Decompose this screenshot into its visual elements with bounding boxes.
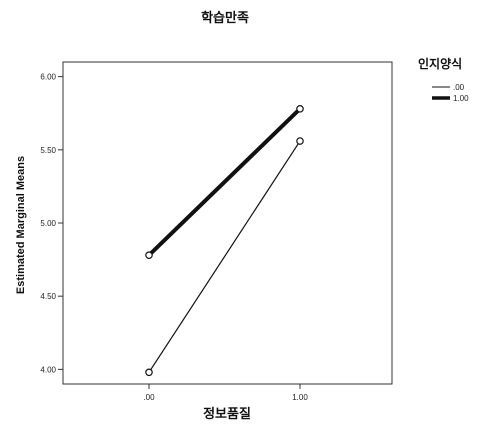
plot-frame — [62, 61, 393, 385]
series-line-1 — [147, 106, 302, 258]
x-tick-label: .00 — [143, 393, 155, 402]
y-tick-label: 5.50 — [40, 146, 56, 155]
chart-title: 학습만족 — [201, 10, 249, 26]
y-tick-label: 4.50 — [40, 292, 56, 301]
series-line-0 — [148, 140, 301, 373]
legend-items: .00 1.00 — [432, 83, 469, 103]
x-tick-label: 1.00 — [292, 393, 308, 402]
x-axis-ticks: .00 1.00 — [143, 384, 308, 402]
data-point — [145, 368, 153, 377]
data-point — [296, 105, 304, 113]
series-layer — [145, 105, 304, 377]
legend-label: 1.00 — [453, 94, 469, 103]
legend-label: .00 — [453, 83, 465, 92]
y-axis-title: Estimated Marginal Means — [15, 156, 27, 294]
y-axis-ticks: 4.00 4.50 5.00 5.50 6.00 — [40, 73, 63, 374]
data-point — [145, 251, 153, 260]
x-axis-title: 정보품질 — [203, 406, 251, 422]
data-point — [296, 137, 304, 145]
legend-title: 인지양식 — [418, 56, 462, 71]
y-tick-label: 5.00 — [40, 219, 56, 228]
y-tick-label: 6.00 — [40, 73, 56, 82]
legend: 인지양식 .00 1.00 — [418, 56, 469, 103]
y-tick-label: 4.00 — [40, 365, 56, 374]
